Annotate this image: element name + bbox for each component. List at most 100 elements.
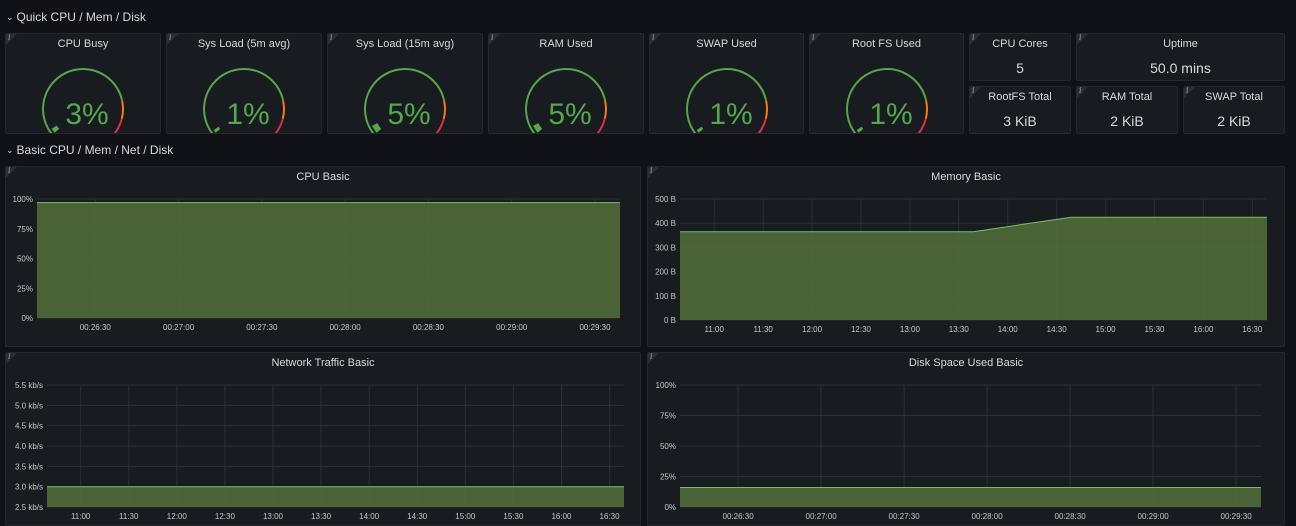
y-tick-label: 75% — [17, 225, 33, 234]
x-tick-label: 13:00 — [263, 512, 284, 521]
chart-panel-disk-space-used-basic[interactable]: i Disk Space Used Basic 100% 75% 50% 25% 0% 0… — [647, 352, 1285, 526]
gauge-threshold-normal — [686, 68, 768, 133]
info-icon[interactable]: i — [8, 352, 11, 361]
info-icon[interactable]: i — [330, 33, 333, 42]
gauge-panel-sys-load-15m[interactable]: i Sys Load (15m avg) 5% — [327, 33, 483, 134]
x-tick-label: 00:28:00 — [972, 512, 1004, 521]
chart-panel-cpu-basic[interactable]: i CPU Basic 100% 75% 50% 25% 0% 00:26:30 00:27… — [5, 166, 641, 347]
info-icon[interactable]: i — [812, 33, 815, 42]
gauge-threshold-normal — [42, 68, 124, 133]
stat-panel-swap-total[interactable]: i SWAP Total 2 KiB — [1183, 86, 1285, 134]
x-tick-label: 14:30 — [407, 512, 428, 521]
gauge: 1% — [203, 68, 285, 133]
info-icon[interactable]: i — [650, 166, 653, 175]
gauge-threshold-warning — [120, 100, 124, 119]
x-tick-label: 12:30 — [851, 325, 872, 334]
gauge-value-text: 5% — [387, 98, 430, 131]
stat-panel-rootfs-total[interactable]: i RootFS Total 3 KiB — [969, 86, 1071, 134]
x-tick-label: 15:00 — [1096, 325, 1117, 334]
gauge-value-text: 1% — [226, 98, 269, 131]
stat-value: 5 — [1016, 60, 1024, 76]
info-icon[interactable]: i — [1186, 86, 1189, 95]
x-tick-label: 12:30 — [215, 512, 236, 521]
chart-panel-network-traffic-basic[interactable]: i Network Traffic Basic 5.5 kb/s 5.0 kb/s… — [5, 352, 641, 526]
gauge-panel-swap-used[interactable]: i SWAP Used 1% — [649, 33, 804, 134]
info-icon[interactable]: i — [650, 352, 653, 361]
info-icon[interactable]: i — [1079, 33, 1082, 42]
row-header-basic[interactable]: ⌄ Basic CPU / Mem / Net / Disk — [6, 143, 174, 157]
gauge-panel-ram-used[interactable]: i RAM Used 5% — [488, 33, 644, 134]
y-tick-label: 25% — [17, 284, 33, 293]
stat-panel-cpu-cores[interactable]: i CPU Cores 5 — [969, 33, 1071, 81]
gauge-panel-cpu-busy[interactable]: i CPU Busy 3% — [5, 33, 161, 134]
panel-title: Sys Load (5m avg) — [197, 38, 291, 50]
x-tick-label: 00:27:30 — [889, 512, 921, 521]
disk-space-chart: 100% 75% 50% 25% 0% 00:26:30 00:27:00 00:27:30 0… — [656, 381, 1261, 521]
y-tick-label: 75% — [660, 412, 676, 421]
stat-panel-uptime[interactable]: i Uptime 50.0 mins — [1076, 33, 1285, 81]
panel-title: RAM Total — [1101, 91, 1153, 103]
x-tick-label: 00:28:30 — [1055, 512, 1087, 521]
panel-title: Root FS Used — [851, 38, 922, 50]
panel-title: CPU Basic — [296, 171, 350, 183]
x-tick-label: 11:30 — [753, 325, 773, 334]
gauge-threshold-critical — [274, 118, 284, 133]
y-tick-label: 0% — [21, 314, 33, 323]
y-tick-label: 200 B — [655, 268, 676, 277]
gauge: 1% — [846, 68, 928, 133]
x-tick-label: 11:00 — [705, 325, 725, 334]
x-tick-label: 00:27:00 — [806, 512, 838, 521]
x-tick-label: 00:26:30 — [723, 512, 755, 521]
y-tick-label: 300 B — [655, 243, 676, 252]
info-icon[interactable]: i — [491, 33, 494, 42]
info-corner — [6, 167, 17, 178]
y-tick-label: 50% — [660, 442, 676, 451]
gauge-threshold-normal — [525, 68, 607, 133]
gauge-value-text: 3% — [65, 98, 108, 131]
x-tick-label: 16:00 — [551, 512, 572, 521]
info-corner — [970, 34, 981, 45]
info-icon[interactable]: i — [972, 33, 975, 42]
info-corner — [1077, 34, 1088, 45]
y-tick-label: 50% — [17, 255, 33, 264]
info-corner — [6, 353, 17, 364]
info-icon[interactable]: i — [652, 33, 655, 42]
info-corner — [1184, 87, 1195, 98]
gauge-threshold-warning — [281, 100, 285, 119]
gauge-threshold-normal — [364, 68, 446, 133]
gauge: 3% — [42, 68, 124, 133]
info-corner — [489, 34, 500, 45]
info-corner — [970, 87, 981, 98]
stat-panel-ram-total[interactable]: i RAM Total 2 KiB — [1076, 86, 1178, 134]
info-icon[interactable]: i — [8, 166, 11, 175]
panel-title: RootFS Total — [988, 91, 1052, 103]
y-tick-label: 4.5 kb/s — [15, 422, 43, 431]
chart-panel-memory-basic[interactable]: i Memory Basic 500 B 400 B 300 B 200 B 100 B… — [647, 166, 1285, 347]
cpu-basic-chart: 100% 75% 50% 25% 0% 00:26:30 00:27:00 00:27:30 0… — [13, 195, 620, 332]
gauge-panel-sys-load-5m[interactable]: i Sys Load (5m avg) 1% — [166, 33, 322, 134]
info-icon[interactable]: i — [1079, 86, 1082, 95]
info-icon[interactable]: i — [8, 33, 11, 42]
gauge-threshold-warning — [764, 100, 768, 119]
panel-title: Network Traffic Basic — [271, 357, 375, 369]
panel-title: SWAP Used — [696, 38, 757, 50]
info-icon[interactable]: i — [169, 33, 172, 42]
gauge-threshold-critical — [113, 118, 123, 133]
panel-title: Uptime — [1163, 38, 1198, 50]
x-tick-label: 13:30 — [949, 325, 970, 334]
x-tick-label: 00:29:30 — [579, 323, 611, 332]
x-tick-label: 13:30 — [311, 512, 332, 521]
panel-title: RAM Used — [539, 38, 593, 50]
y-tick-label: 3.5 kb/s — [15, 462, 43, 471]
info-corner — [1077, 87, 1088, 98]
panel-title: SWAP Total — [1205, 91, 1263, 103]
y-tick-label: 100% — [656, 381, 676, 390]
gauge: 5% — [364, 68, 446, 133]
gauge-panel-root-fs-used[interactable]: i Root FS Used 1% — [809, 33, 964, 134]
info-icon[interactable]: i — [972, 86, 975, 95]
x-tick-label: 00:27:00 — [163, 323, 195, 332]
info-corner — [167, 34, 178, 45]
gauge-threshold-warning — [442, 100, 446, 119]
chevron-down-icon: ⌄ — [6, 145, 14, 155]
row-header-quick[interactable]: ⌄ Quick CPU / Mem / Disk — [6, 10, 146, 24]
